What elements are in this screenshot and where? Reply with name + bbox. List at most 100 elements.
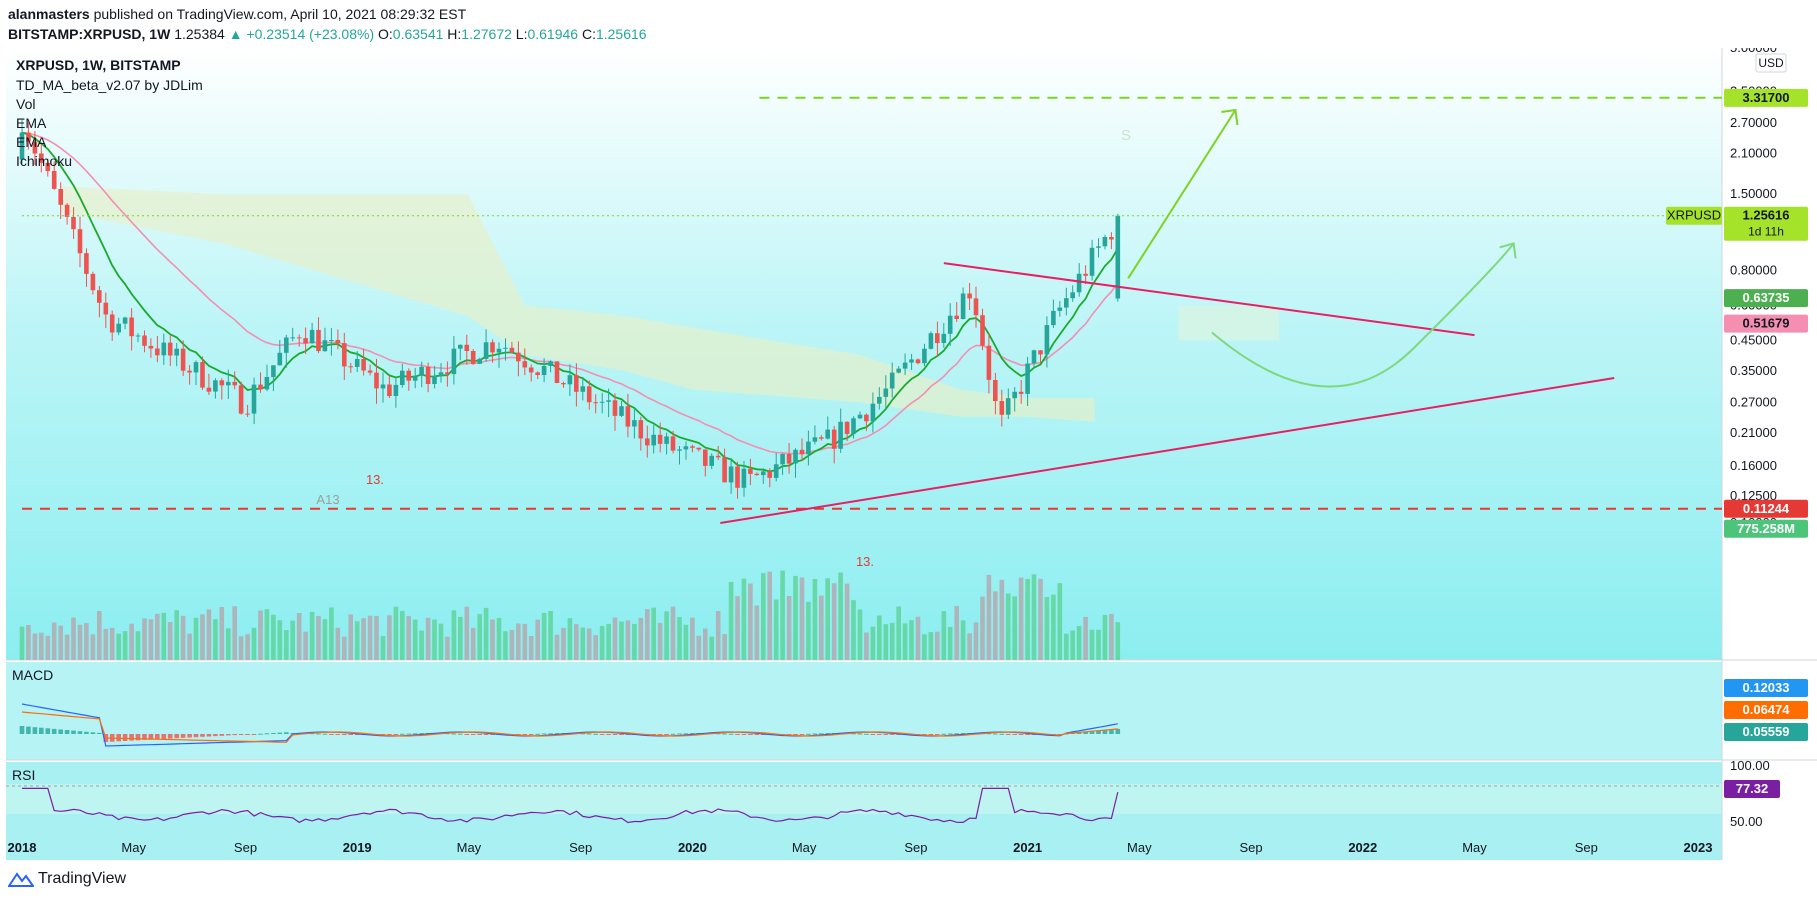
volume-bar <box>1109 613 1114 660</box>
macd-hist-bar <box>51 728 57 734</box>
volume-bar <box>1102 614 1108 660</box>
macd-pane[interactable] <box>6 662 1722 760</box>
candle-body <box>361 359 366 371</box>
candle-body <box>425 366 431 384</box>
candle-body <box>554 361 560 383</box>
volume-bar <box>451 610 457 660</box>
volume-bar <box>703 628 708 660</box>
macd-hist-bar <box>889 734 895 735</box>
volume-bar <box>264 609 270 660</box>
volume-bar <box>677 617 682 660</box>
volume-bar <box>109 627 115 660</box>
volume-bar <box>490 619 495 660</box>
legend-item-ema-1[interactable]: EMA <box>16 115 47 131</box>
chart-canvas[interactable]: 5.000003.500002.700002.100001.500000.800… <box>0 48 1817 866</box>
candle-body <box>967 293 972 299</box>
candle-body <box>251 384 257 414</box>
macd-hist-bar <box>735 734 740 735</box>
open-label: O: <box>378 26 393 42</box>
candle-body <box>709 455 714 466</box>
macd-hist-bar <box>612 734 618 735</box>
label-s: S <box>1121 127 1131 144</box>
volume-bar <box>586 628 592 660</box>
label-13-a: 13. <box>366 472 384 487</box>
macd-hist-bar <box>580 733 586 735</box>
candle-body <box>71 216 76 230</box>
macd-hist-bar <box>722 733 727 735</box>
symbol-info: BITSTAMP:XRPUSD, 1W 1.25384 ▲ +0.23514 (… <box>8 26 647 42</box>
price-tick-label: 1.50000 <box>1730 186 1777 201</box>
volume-bar <box>200 614 205 660</box>
volume-bar <box>1005 593 1011 660</box>
candle-body <box>32 141 38 154</box>
volume-bar <box>45 635 51 660</box>
candle-body <box>574 375 579 392</box>
volume-bar <box>161 612 167 660</box>
candle-body <box>780 454 785 465</box>
candle-body <box>477 358 482 364</box>
macd-hist-bar <box>226 734 231 736</box>
candle-body <box>26 132 31 142</box>
candle-body <box>960 293 966 319</box>
badge-target-bg <box>1724 88 1808 107</box>
badge-support-bg <box>1724 499 1808 518</box>
candle-body <box>516 352 521 362</box>
main-pane[interactable] <box>6 48 1722 660</box>
candle-body <box>567 375 573 385</box>
macd-hist-bar <box>548 733 553 735</box>
time-tick-label: Sep <box>569 840 592 855</box>
arrow-curve-line <box>1211 242 1515 388</box>
volume-bar <box>213 619 218 660</box>
badge-ema-slow-bg <box>1724 314 1808 333</box>
low-value: 0.61946 <box>527 26 579 42</box>
badge-last-bg <box>1724 206 1808 241</box>
macd-hist-bar <box>77 731 83 734</box>
candle-body <box>432 376 437 384</box>
tradingview-logo[interactable]: TradingView <box>8 870 126 888</box>
legend-item-td-ma[interactable]: TD_MA_beta_v2.07 by JDLim <box>16 77 203 93</box>
volume-bar <box>870 626 876 660</box>
ichimoku-future-cloud <box>1178 305 1279 341</box>
candle-body <box>19 132 25 160</box>
volume-bar <box>445 636 450 660</box>
candle-body <box>696 447 702 450</box>
legend-item-ichimoku[interactable]: Ichimoku <box>16 153 72 169</box>
high-label: H: <box>447 26 462 42</box>
macd-hist-bar <box>232 734 237 736</box>
badge-macd-hist-bg <box>1724 723 1808 741</box>
volume-bar <box>258 610 263 660</box>
candle-body <box>290 337 295 339</box>
candle-body <box>670 436 676 451</box>
candle-body <box>400 370 405 385</box>
volume-bar <box>303 631 308 660</box>
candle-body <box>161 342 167 356</box>
macd-hist-bar <box>167 734 173 739</box>
legend-item-vol[interactable]: Vol <box>16 96 35 112</box>
macd-hist-bar <box>690 733 695 735</box>
currency-button[interactable] <box>1755 53 1787 73</box>
macd-hist-bar <box>986 733 992 735</box>
volume-bar <box>135 631 141 660</box>
candle-body <box>941 333 947 343</box>
candle-body <box>638 420 644 439</box>
volume-bar <box>883 624 889 660</box>
macd-hist-bar <box>206 734 212 737</box>
trendline <box>720 377 1615 524</box>
candle-body <box>915 359 921 364</box>
macd-hist-bar <box>748 734 753 735</box>
volume-bar <box>400 610 405 660</box>
volume-bar <box>812 579 818 660</box>
rsi-tick-100: 100.00 <box>1730 758 1770 773</box>
macd-hist-bar <box>799 734 805 735</box>
volume-bar <box>632 623 637 660</box>
volume-bar <box>561 627 566 660</box>
candle-body <box>503 347 508 349</box>
currency-label[interactable]: USD <box>1758 56 1784 70</box>
legend-item-ema-2[interactable]: EMA <box>16 134 47 150</box>
macd-hist-bar <box>851 733 856 735</box>
candle-body <box>271 365 276 378</box>
volume-bar <box>709 636 714 660</box>
badge-rsi: 77.32 <box>1736 781 1769 796</box>
candle-body <box>1005 398 1011 415</box>
label-13-b: 13. <box>856 554 874 569</box>
